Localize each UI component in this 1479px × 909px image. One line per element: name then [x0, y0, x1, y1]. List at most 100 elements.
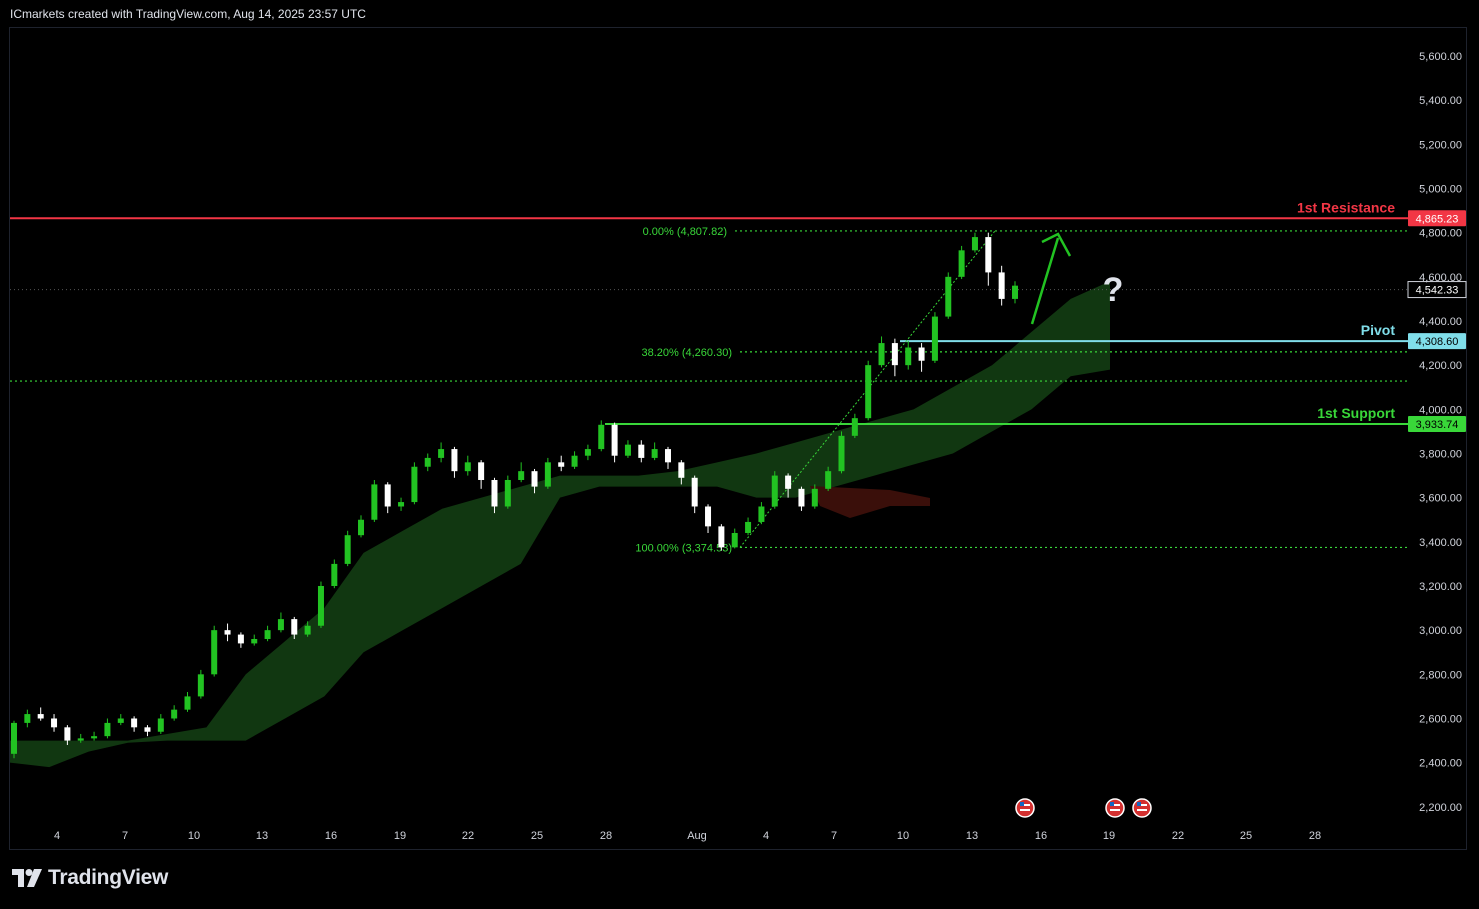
price-tick: 3,800.00: [1419, 448, 1462, 460]
fib-label-1: 38.20% (4,260.30): [641, 347, 732, 359]
fib-label-0: 0.00% (4,807.82): [643, 226, 727, 238]
flag-canton: [1137, 802, 1141, 806]
time-tick: 13: [256, 830, 268, 842]
time-tick: 7: [122, 830, 128, 842]
price-tick: 5,000.00: [1419, 183, 1462, 195]
price-tick: 5,200.00: [1419, 139, 1462, 151]
price-axis: 4,865.23 4,308.60 3,933.74 4,542.33 5,600.00…: [1407, 51, 1467, 814]
chart-header: ICmarkets created with TradingView.com, …: [10, 7, 366, 21]
candle-body: [518, 471, 525, 480]
tradingview-logo[interactable]: TradingView: [12, 866, 168, 890]
candle-body: [985, 237, 992, 273]
candle: [718, 524, 725, 551]
candle: [504, 475, 511, 509]
candle-body: [91, 736, 98, 739]
candle-body: [51, 718, 58, 728]
price-chart[interactable]: 1st Resistance Pivot 1st Support 0.00% (4,8…: [10, 28, 1468, 851]
candle-body: [558, 462, 565, 467]
flag-stripe: [1020, 804, 1030, 806]
1st-resistance-label: 1st Resistance: [1297, 199, 1395, 215]
candle: [931, 312, 938, 363]
candle-body: [424, 457, 431, 467]
candle-body: [438, 449, 445, 458]
candle: [91, 731, 98, 741]
candle-body: [131, 718, 138, 728]
candle-body: [491, 479, 498, 507]
candle-body: [197, 674, 204, 697]
candle: [598, 420, 605, 452]
candle: [264, 625, 271, 642]
time-tick: 28: [600, 830, 612, 842]
candle-body: [544, 462, 551, 487]
candle-body: [798, 488, 805, 507]
up-arrow-head: [1041, 232, 1072, 257]
candle-body: [11, 722, 17, 754]
candle: [491, 477, 498, 514]
candle-body: [531, 471, 538, 487]
candle: [731, 528, 738, 549]
candle-body: [664, 449, 671, 463]
time-tick: 4: [763, 830, 769, 842]
flag-stripe: [1110, 804, 1120, 806]
1st-resistance-price-box: [1408, 210, 1466, 227]
time-tick: 4: [54, 830, 60, 842]
pivot-price-label: 4,308.60: [1416, 336, 1459, 348]
candle: [905, 340, 912, 370]
cloud-bear: [810, 486, 930, 518]
candle: [144, 725, 151, 737]
candle: [651, 442, 658, 461]
candle-body: [451, 449, 458, 472]
price-tick: 3,200.00: [1419, 581, 1462, 593]
candle: [117, 714, 124, 726]
last-price-label: 4,542.33: [1416, 285, 1459, 297]
candle-body: [718, 526, 725, 548]
1st-support-price-label: 3,933.74: [1416, 419, 1459, 431]
candle: [64, 725, 71, 745]
flag-circle: [1105, 798, 1125, 818]
candle-body: [264, 630, 271, 639]
price-tick: 4,000.00: [1419, 404, 1462, 416]
candle: [157, 714, 164, 734]
candle: [131, 716, 138, 732]
fib-label-2: 100.00% (3,374.53): [635, 542, 732, 554]
candle-body: [304, 625, 311, 635]
candle: [705, 504, 712, 533]
flag-stripe: [1137, 809, 1147, 811]
us-event-flag-icon: [1132, 798, 1152, 818]
candle: [11, 720, 17, 759]
flag-stripe: [1020, 809, 1030, 811]
candle-body: [344, 535, 351, 564]
time-tick: Aug: [687, 830, 707, 842]
last-price-box: [1407, 281, 1467, 299]
price-tick: 4,200.00: [1419, 360, 1462, 372]
candle: [331, 559, 338, 589]
candle-body: [678, 462, 685, 478]
candles-layer: [11, 232, 1018, 759]
candle: [785, 473, 792, 498]
candle: [77, 733, 84, 743]
candle: [918, 343, 925, 372]
candle: [771, 471, 778, 509]
candle: [518, 462, 525, 483]
time-tick: 22: [462, 830, 474, 842]
chart-frame[interactable]: 1st Resistance Pivot 1st Support 0.00% (4,8…: [9, 27, 1467, 850]
candle: [384, 482, 391, 514]
candle: [691, 475, 698, 514]
candle-body: [251, 638, 258, 644]
time-tick: 16: [325, 830, 337, 842]
candle-body: [624, 444, 631, 456]
time-tick: 10: [897, 830, 909, 842]
candle: [451, 446, 458, 478]
candle-body: [37, 714, 44, 719]
pivot-label: Pivot: [1361, 322, 1396, 338]
candle-body: [77, 738, 84, 741]
price-tick: 4,600.00: [1419, 272, 1462, 284]
candle: [464, 455, 471, 476]
candle: [945, 272, 952, 319]
candle-body: [277, 619, 284, 631]
candle: [184, 691, 191, 712]
candle-body: [638, 444, 645, 458]
candle: [825, 466, 832, 492]
candle-body: [211, 630, 218, 675]
tradingview-logo-icon: [12, 869, 42, 887]
